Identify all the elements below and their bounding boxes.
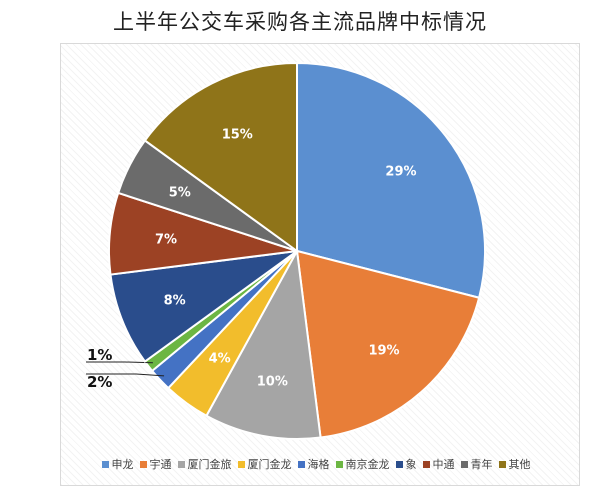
legend-label-2: 厦门金旅	[187, 458, 232, 471]
pie-slice-9	[143, 61, 298, 253]
legend-swatch-4	[297, 460, 305, 468]
legend-item-4: 海格	[297, 456, 330, 472]
legend-item-0: 申龙	[101, 456, 134, 472]
legend-item-9: 其他	[498, 456, 531, 472]
legend-swatch-6	[395, 460, 403, 468]
legend-swatch-8	[460, 460, 468, 468]
legend-label-7: 中通	[432, 458, 455, 471]
legend-label-8: 青年	[470, 458, 493, 471]
legend-swatch-5	[335, 460, 343, 468]
legend-label-4: 海格	[307, 458, 330, 471]
legend-swatch-2	[177, 460, 185, 468]
legend-label-5: 南京金龙	[345, 458, 390, 471]
legend-swatch-7	[422, 460, 430, 468]
slice-label-8: 5%	[169, 185, 191, 200]
chart-title: 上半年公交车采购各主流品牌中标情况	[113, 10, 487, 34]
pie-slice-0	[296, 61, 486, 299]
legend-label-1: 宇通	[149, 458, 172, 471]
slice-label-6: 8%	[164, 293, 186, 308]
leader-line-4	[86, 373, 165, 377]
legend: 申龙 宇通 厦门金旅 厦门金龙 海格 南京金龙 象 中通 青年 其他	[66, 455, 572, 473]
legend-swatch-9	[498, 460, 506, 468]
slice-label-9: 15%	[222, 128, 253, 143]
slice-label-7: 7%	[155, 233, 177, 248]
pie-slice-6	[109, 250, 298, 363]
slice-label-3: 4%	[209, 351, 231, 366]
legend-label-3: 厦门金龙	[247, 458, 292, 471]
legend-item-5: 南京金龙	[335, 456, 390, 472]
slice-label-5: 1%	[87, 346, 112, 364]
legend-label-6: 象	[405, 458, 417, 471]
legend-item-3: 厦门金龙	[237, 456, 292, 472]
legend-item-6: 象	[395, 456, 417, 472]
slice-label-1: 19%	[368, 344, 399, 359]
legend-item-2: 厦门金旅	[177, 456, 232, 472]
pie-slice-1	[295, 249, 481, 439]
legend-swatch-0	[101, 460, 109, 468]
slice-label-0: 29%	[385, 164, 416, 179]
legend-swatch-3	[237, 460, 245, 468]
legend-item-1: 宇通	[139, 456, 172, 472]
slice-label-2: 10%	[257, 374, 288, 389]
pie-slice-2	[205, 247, 322, 440]
legend-label-0: 申龙	[111, 458, 134, 471]
legend-swatch-1	[139, 460, 147, 468]
legend-item-8: 青年	[460, 456, 493, 472]
legend-label-9: 其他	[508, 458, 531, 471]
slice-label-4: 2%	[87, 373, 112, 391]
legend-item-7: 中通	[422, 456, 455, 472]
leader-line-5	[86, 361, 153, 364]
